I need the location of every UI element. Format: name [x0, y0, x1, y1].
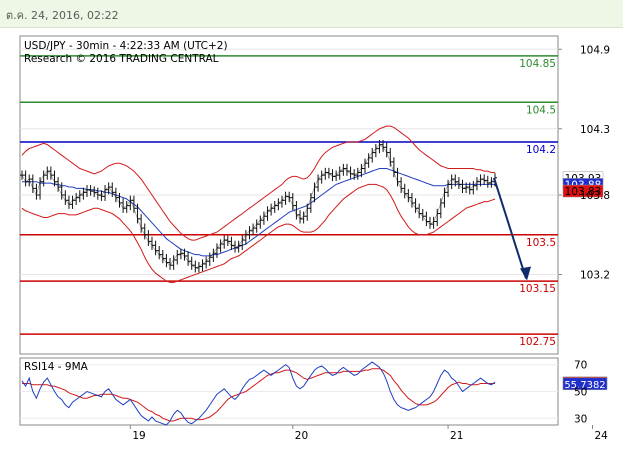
chart-title: USD/JPY - 30min - 4:22:33 AM (UTC+2) — [24, 40, 228, 52]
x-tick-label: 19 — [132, 430, 145, 442]
price-series — [20, 140, 497, 273]
bollinger-bands — [21, 125, 496, 283]
level-label: 104.85 — [519, 58, 556, 70]
y-tick-label: 104.9 — [580, 44, 610, 56]
bb-lower-line — [21, 183, 496, 283]
rsi-tick-label: 70 — [574, 360, 587, 372]
rsi-y-axis: 70 50 30 — [574, 360, 587, 426]
rsi-line — [21, 361, 496, 426]
price-line — [21, 144, 496, 269]
rsi-tag-box — [562, 377, 608, 391]
price-tags: 103.93103.88103.83 — [562, 171, 604, 198]
rsi-title: RSI14 - 9MA — [24, 361, 89, 373]
chart-canvas: 104.85 104.5 104.2 103.5 103.15 102.75 103.93… — [19, 35, 610, 442]
bb-upper-line — [21, 125, 495, 241]
y-tick-label: 103.8 — [580, 190, 610, 202]
rsi-lines — [20, 361, 558, 426]
y-tick-label: 104.3 — [580, 124, 610, 136]
level-label: 103.5 — [526, 237, 556, 249]
header-bar: ต.ค. 24, 2016, 02:22 — [0, 0, 623, 28]
rsi-tags: 56.500855.7382 — [562, 376, 608, 391]
forecast-arrow-head — [520, 266, 531, 281]
x-tick-label: 20 — [295, 430, 308, 442]
forecast-arrow-line — [493, 177, 527, 279]
level-label: 104.5 — [526, 104, 556, 116]
x-tick-label: 21 — [450, 430, 463, 442]
header-date: ต.ค. 24, 2016, 02:22 — [6, 9, 119, 22]
price-tag-label: 103.83 — [565, 186, 602, 198]
y-tick-label: 103.2 — [580, 270, 610, 282]
price-y-axis: 104.9 104.3 103.8 103.2 — [558, 44, 610, 282]
moving-average-line — [22, 168, 495, 257]
chart-subtitle: Research © 2016 TRADING CENTRAL — [24, 53, 219, 65]
rsi-ma-line — [22, 368, 495, 422]
level-label: 102.75 — [519, 336, 556, 348]
price-panel: 104.85 104.5 104.2 103.5 103.15 102.75 103.93… — [19, 35, 610, 355]
levels-layer: 104.85 104.5 104.2 103.5 103.15 102.75 — [20, 55, 558, 348]
forecast-layer — [493, 177, 531, 281]
rsi-tick-label: 30 — [574, 413, 587, 425]
x-tick-label: 24 — [594, 430, 608, 442]
rsi-tick-label: 50 — [574, 387, 587, 399]
rsi-panel: 56.500855.7382 70 50 30 RSI14 - 9MA — [19, 357, 608, 426]
level-label: 103.15 — [519, 283, 556, 295]
level-label: 104.2 — [526, 144, 556, 156]
rsi-tag-label: 55.7382 — [564, 380, 605, 391]
price-tag-box — [562, 184, 604, 198]
x-axis: 19 20 21 24 — [129, 425, 608, 442]
